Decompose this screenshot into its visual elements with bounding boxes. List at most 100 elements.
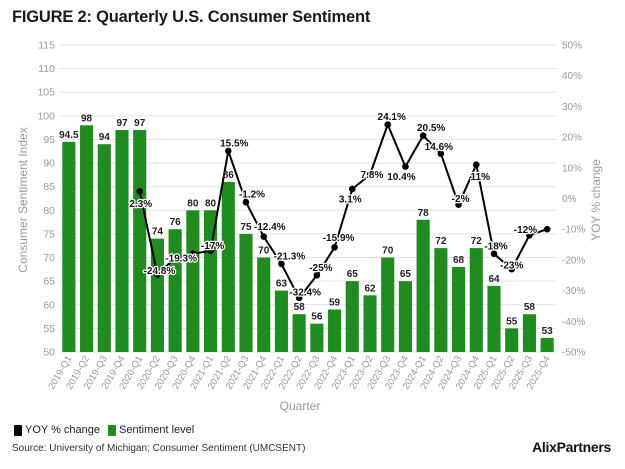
yoy-point (437, 150, 445, 157)
yoy-point (136, 188, 144, 195)
yoy-value-label: 11% (471, 172, 491, 183)
yoy-value-label: -25% (309, 263, 332, 274)
y-tick-label: 65 (43, 276, 55, 288)
legend-item-sentiment: Sentiment level (108, 424, 194, 436)
bar-value-label: 94 (99, 132, 111, 143)
yoy-value-label: -12% (514, 225, 537, 236)
bar-series (62, 125, 554, 353)
yoy-point (419, 132, 427, 139)
yoy-point (260, 233, 268, 240)
yoy-point (526, 232, 533, 239)
brand-logo: AlixPartners (532, 439, 611, 455)
y-tick-label: 115 (38, 40, 55, 52)
bar (221, 181, 235, 352)
yoy-value-label: -17% (201, 241, 224, 252)
y2-tick-label: 50% (562, 41, 582, 52)
yoy-value-label: 20.5% (417, 123, 445, 134)
bar-value-label: 63 (276, 279, 288, 290)
y-tick-label: 90 (43, 158, 55, 170)
bar (434, 248, 448, 352)
y2-tick-label: 20% (562, 133, 582, 144)
yoy-point (295, 294, 303, 302)
bar-value-label: 75 (240, 222, 252, 233)
yoy-point (543, 225, 551, 233)
yoy-point (384, 121, 392, 128)
bar (292, 314, 306, 352)
bar-value-label: 62 (364, 283, 376, 294)
bar-value-label: 70 (382, 246, 394, 257)
yoy-point (490, 250, 498, 258)
bar (133, 130, 147, 352)
y-axis-left: 50 55 60 65 70 75 80 85 90 95 100 105 110 115 (37, 40, 55, 359)
bar-value-label: 78 (418, 208, 430, 219)
bar-value-label: 80 (205, 198, 217, 209)
bar-value-label: 65 (400, 269, 412, 280)
source-note: Source: University of Michigan; Consumer… (12, 443, 306, 454)
bar-value-label: 58 (294, 302, 306, 313)
y-tick-label: 75 (43, 228, 55, 240)
yoy-value-label: 7.8% (361, 170, 384, 181)
bar (416, 219, 430, 352)
y2-tick-label: 40% (562, 71, 582, 82)
yoy-line (138, 121, 548, 300)
yoy-value-label: 14.6% (425, 142, 453, 153)
yoy-point (224, 147, 232, 155)
yoy-value-label: -1.2% (239, 190, 265, 201)
bar (62, 141, 76, 352)
bar (150, 238, 164, 352)
legend-label-sentiment: Sentiment level (119, 424, 195, 436)
y2-tick-label: 0% (562, 194, 577, 205)
bar-value-label: 68 (453, 255, 465, 266)
y-tick-label: 105 (37, 87, 55, 99)
bar (186, 210, 200, 352)
bar (540, 337, 554, 352)
bar (257, 257, 271, 352)
yoy-value-label: -18% (484, 241, 507, 252)
y-tick-label: 60 (43, 299, 55, 311)
bar (310, 323, 324, 352)
bar-value-label: 55 (506, 316, 518, 327)
bar (487, 285, 501, 352)
y2-tick-label: 10% (562, 163, 582, 174)
x-axis-title: Quarter (280, 399, 321, 413)
bar-value-label: 76 (170, 217, 182, 228)
bar-value-label: 70 (258, 246, 270, 257)
bar-value-label: 86 (223, 170, 235, 181)
yoy-value-label: 2.3% (129, 199, 152, 210)
yoy-point (455, 201, 462, 208)
bar-value-label: 94.5 (59, 130, 79, 141)
bar (97, 144, 111, 352)
bar-value-label: 72 (471, 236, 483, 247)
y2-axis-title: YOY % change (589, 159, 603, 241)
yoy-value-label: -2% (452, 194, 470, 205)
bar-value-label: 72 (435, 236, 447, 247)
bar-value-label: 97 (134, 118, 146, 129)
y-tick-label: 85 (43, 181, 55, 193)
y-tick-label: 50 (43, 347, 55, 359)
y2-tick-label: -50% (562, 348, 585, 359)
yoy-value-label: -21.3% (274, 251, 306, 262)
bar (204, 210, 218, 352)
yoy-point (508, 265, 516, 273)
y-tick-label: 70 (43, 252, 55, 264)
bar-value-label: 59 (329, 297, 341, 308)
yoy-value-label: 15.5% (220, 138, 248, 149)
line-labels: 2.3% -24.8% -19.3% -17% 15.5% -1.2% -12.4% -21.… (128, 111, 538, 300)
bar (381, 257, 395, 352)
y-tick-label: 95 (43, 134, 55, 146)
bar (345, 281, 359, 352)
bar (328, 309, 342, 352)
bar (115, 130, 129, 352)
bar-value-label: 80 (187, 198, 199, 209)
y-tick-label: 100 (37, 110, 55, 122)
bar-value-label: 53 (542, 326, 554, 337)
yoy-value-label: -23% (500, 261, 523, 272)
y-axis-title: Consumer Sentiment Index (16, 127, 30, 272)
bar-labels: 94.598 94 97 97 74 76 80 80 86 75 70 63 58 56 59 65 62 70… (59, 113, 553, 337)
bar (452, 266, 466, 352)
bar (398, 281, 412, 352)
bar (469, 248, 483, 352)
legend-item-yoy: YOY % change (14, 424, 100, 436)
y2-tick-label: -20% (562, 255, 585, 266)
